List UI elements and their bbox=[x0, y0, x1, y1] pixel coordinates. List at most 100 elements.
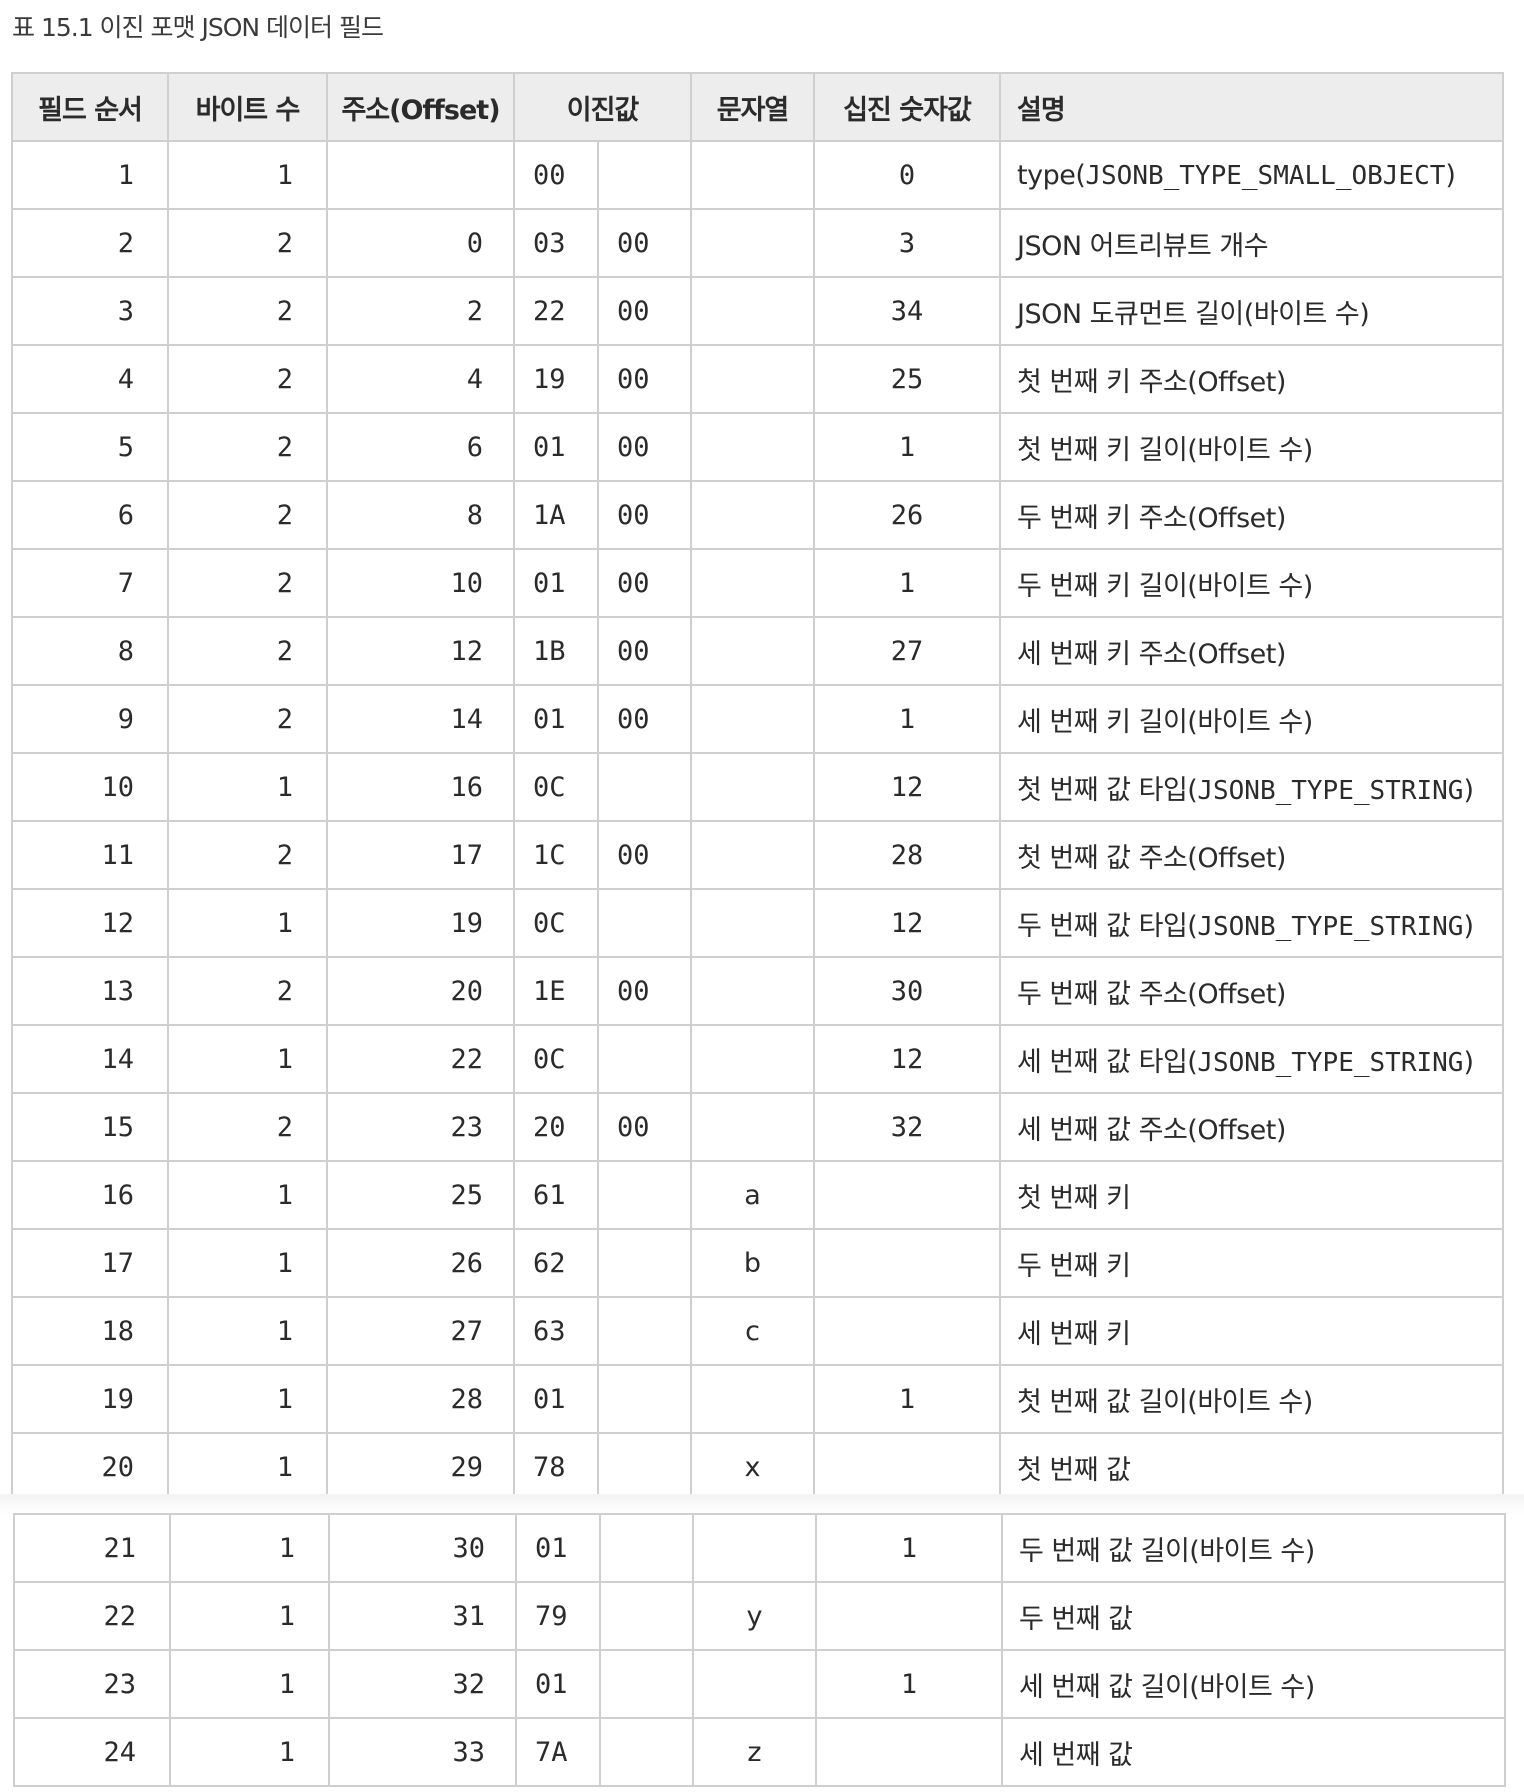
table-row: 18 1 27 63 c 세 번째 키 bbox=[11, 1296, 1504, 1366]
desc-text: 첫 번째 키 길이(바이트 수) bbox=[1017, 434, 1313, 466]
header-decimal: 십진 숫자값 bbox=[813, 72, 1001, 142]
cell-binary-byte1: 01 bbox=[513, 548, 599, 618]
cell-string: b bbox=[690, 1228, 815, 1298]
cell-description: 첫 번째 값 bbox=[999, 1432, 1504, 1502]
cell-offset: 14 bbox=[326, 684, 515, 754]
cell-binary-byte1: 22 bbox=[513, 276, 599, 346]
desc-text: 첫 번째 값 주소(Offset) bbox=[1017, 842, 1286, 874]
cell-offset: 25 bbox=[326, 1160, 515, 1230]
cell-field-order: 5 bbox=[11, 412, 169, 482]
cell-string bbox=[692, 1513, 817, 1583]
cell-decimal: 1 bbox=[813, 1364, 1001, 1434]
table-row: 3 2 2 22 00 34 JSON 도큐먼트 길이(바이트 수) bbox=[11, 276, 1504, 346]
cell-field-order: 14 bbox=[11, 1024, 169, 1094]
desc-text-end: ) bbox=[1445, 159, 1456, 191]
desc-text-end: ) bbox=[1463, 910, 1474, 942]
cell-description: JSON 도큐먼트 길이(바이트 수) bbox=[999, 276, 1504, 346]
cell-byte-count: 1 bbox=[167, 752, 328, 822]
cell-binary-byte2: 00 bbox=[597, 1092, 692, 1162]
desc-text: 첫 번째 키 주소(Offset) bbox=[1017, 366, 1286, 398]
cell-description: 두 번째 값 bbox=[1001, 1581, 1506, 1651]
cell-offset: 8 bbox=[326, 480, 515, 550]
cell-binary-byte2: 00 bbox=[597, 480, 692, 550]
cell-string bbox=[690, 548, 815, 618]
table-row: 16 1 25 61 a 첫 번째 키 bbox=[11, 1160, 1504, 1230]
cell-string: c bbox=[690, 1296, 815, 1366]
cell-description: 첫 번째 키 주소(Offset) bbox=[999, 344, 1504, 414]
table-row: 22 1 31 79 y 두 번째 값 bbox=[13, 1581, 1506, 1651]
table-row: 21 1 30 01 1 두 번째 값 길이(바이트 수) bbox=[13, 1513, 1506, 1583]
desc-text: 세 번째 키 길이(바이트 수) bbox=[1017, 706, 1313, 738]
cell-byte-count: 2 bbox=[167, 548, 328, 618]
cell-binary-byte1: 61 bbox=[513, 1160, 599, 1230]
cell-field-order: 7 bbox=[11, 548, 169, 618]
cell-binary-byte1: 19 bbox=[513, 344, 599, 414]
cell-binary-byte2: 00 bbox=[597, 344, 692, 414]
desc-text: 세 번째 값 길이(바이트 수) bbox=[1019, 1671, 1315, 1703]
table-row: 17 1 26 62 b 두 번째 키 bbox=[11, 1228, 1504, 1298]
cell-description: JSON 어트리뷰트 개수 bbox=[999, 208, 1504, 278]
desc-code: JSONB_TYPE_STRING bbox=[1197, 1047, 1464, 1078]
table-row: 9 2 14 01 00 1 세 번째 키 길이(바이트 수) bbox=[11, 684, 1504, 754]
desc-code: JSONB_TYPE_STRING bbox=[1197, 911, 1464, 942]
cell-description: 세 번째 값 타입(JSONB_TYPE_STRING) bbox=[999, 1024, 1504, 1094]
cell-decimal: 32 bbox=[813, 1092, 1001, 1162]
cell-offset: 23 bbox=[326, 1092, 515, 1162]
cell-description: 첫 번째 값 타입(JSONB_TYPE_STRING) bbox=[999, 752, 1504, 822]
desc-text: 세 번째 값 타입( bbox=[1017, 1046, 1198, 1078]
cell-string bbox=[690, 820, 815, 890]
header-byte-count: 바이트 수 bbox=[167, 72, 328, 142]
table-row: 2 2 0 03 00 3 JSON 어트리뷰트 개수 bbox=[11, 208, 1504, 278]
cell-binary-byte2 bbox=[599, 1717, 694, 1787]
cell-description: 두 번째 값 주소(Offset) bbox=[999, 956, 1504, 1026]
cell-offset: 27 bbox=[326, 1296, 515, 1366]
desc-text: 첫 번째 값 타입( bbox=[1017, 774, 1198, 806]
cell-binary-byte2: 00 bbox=[597, 956, 692, 1026]
cell-decimal: 1 bbox=[813, 684, 1001, 754]
cell-description: 세 번째 키 주소(Offset) bbox=[999, 616, 1504, 686]
cell-decimal: 12 bbox=[813, 888, 1001, 958]
cell-offset: 20 bbox=[326, 956, 515, 1026]
cell-description: 두 번째 키 길이(바이트 수) bbox=[999, 548, 1504, 618]
cell-description: 세 번째 값 bbox=[1001, 1717, 1506, 1787]
table-caption: 표 15.1 이진 포맷 JSON 데이터 필드 bbox=[12, 13, 384, 42]
json-binary-fields-table: 필드 순서 바이트 수 주소(Offset) 이진값 문자열 십진 숫자값 설명… bbox=[11, 72, 1504, 1502]
cell-field-order: 24 bbox=[13, 1717, 171, 1787]
cell-field-order: 1 bbox=[11, 140, 169, 210]
cell-offset: 12 bbox=[326, 616, 515, 686]
cell-field-order: 12 bbox=[11, 888, 169, 958]
desc-text: 두 번째 키 길이(바이트 수) bbox=[1017, 570, 1313, 602]
cell-byte-count: 2 bbox=[167, 1092, 328, 1162]
cell-binary-byte2 bbox=[599, 1649, 694, 1719]
desc-text: 두 번째 값 길이(바이트 수) bbox=[1019, 1535, 1315, 1567]
cell-binary-byte2 bbox=[597, 752, 692, 822]
cell-decimal: 1 bbox=[815, 1649, 1003, 1719]
cell-byte-count: 1 bbox=[167, 888, 328, 958]
cell-field-order: 16 bbox=[11, 1160, 169, 1230]
cell-field-order: 11 bbox=[11, 820, 169, 890]
cell-binary-byte1: 01 bbox=[513, 1364, 599, 1434]
table-row: 11 2 17 1C 00 28 첫 번째 값 주소(Offset) bbox=[11, 820, 1504, 890]
cell-byte-count: 1 bbox=[169, 1717, 330, 1787]
cell-field-order: 3 bbox=[11, 276, 169, 346]
cell-decimal: 3 bbox=[813, 208, 1001, 278]
cell-string: a bbox=[690, 1160, 815, 1230]
cell-string bbox=[690, 684, 815, 754]
cell-decimal bbox=[815, 1581, 1003, 1651]
header-description: 설명 bbox=[999, 72, 1504, 142]
table-row: 5 2 6 01 00 1 첫 번째 키 길이(바이트 수) bbox=[11, 412, 1504, 482]
cell-binary-byte2: 00 bbox=[597, 412, 692, 482]
cell-offset: 0 bbox=[326, 208, 515, 278]
desc-text: 세 번째 값 bbox=[1019, 1739, 1133, 1771]
cell-string bbox=[690, 480, 815, 550]
cell-description: 첫 번째 값 길이(바이트 수) bbox=[999, 1364, 1504, 1434]
cell-description: 첫 번째 키 길이(바이트 수) bbox=[999, 412, 1504, 482]
desc-text: type( bbox=[1017, 159, 1086, 191]
cell-binary-byte2 bbox=[597, 1364, 692, 1434]
cell-byte-count: 1 bbox=[167, 1432, 328, 1502]
cell-binary-byte2 bbox=[597, 1160, 692, 1230]
cell-decimal bbox=[815, 1717, 1003, 1787]
cell-decimal: 34 bbox=[813, 276, 1001, 346]
cell-byte-count: 1 bbox=[169, 1581, 330, 1651]
cell-string bbox=[690, 344, 815, 414]
